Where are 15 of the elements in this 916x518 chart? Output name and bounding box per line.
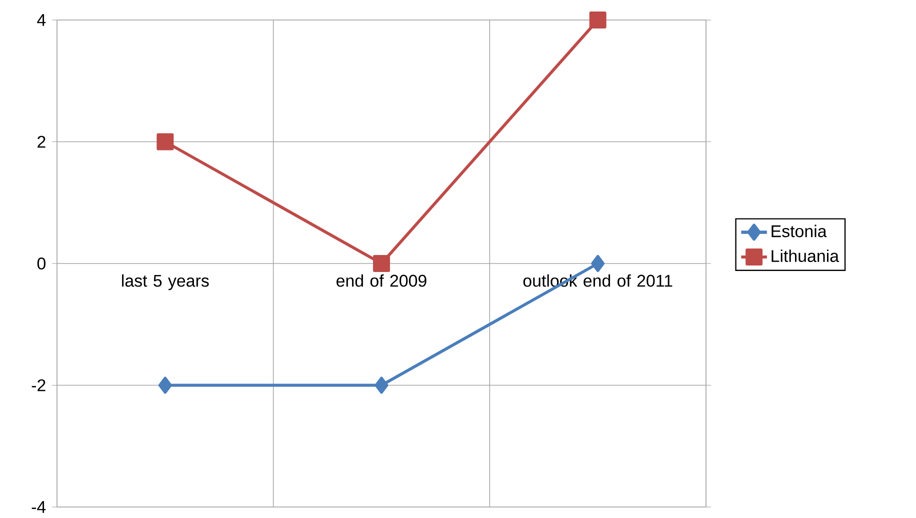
point — [591, 254, 605, 272]
legend-label: Estonia — [772, 224, 827, 238]
point — [373, 254, 390, 272]
point — [156, 133, 174, 150]
y-tick-label: 2 — [38, 136, 46, 148]
y-tick-label: -2 — [32, 379, 46, 391]
y-tick-label: 4 — [37, 14, 46, 26]
x-tick-label: last 5 years — [122, 274, 209, 290]
point — [374, 376, 388, 394]
legend-label: Lithuania — [772, 249, 840, 262]
point — [158, 376, 172, 394]
y-tick-label: -4 — [32, 500, 46, 513]
point — [589, 11, 606, 28]
y-tick-label: 0 — [37, 257, 46, 270]
x-tick-label: end of 2009 — [336, 274, 426, 287]
